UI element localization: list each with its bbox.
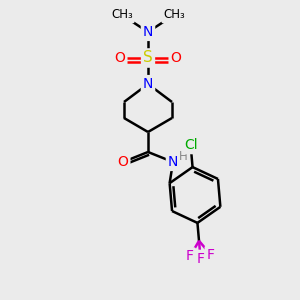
- Text: N: N: [168, 155, 178, 169]
- Text: O: O: [171, 51, 182, 65]
- Text: N: N: [143, 25, 153, 39]
- Text: Cl: Cl: [184, 138, 197, 152]
- Text: S: S: [143, 50, 153, 65]
- Text: CH₃: CH₃: [163, 8, 185, 22]
- Text: F: F: [207, 248, 214, 262]
- Text: O: O: [118, 155, 128, 169]
- Text: N: N: [143, 77, 153, 91]
- Text: F: F: [186, 249, 194, 263]
- Text: H: H: [178, 149, 188, 163]
- Text: F: F: [196, 252, 205, 266]
- Text: CH₃: CH₃: [111, 8, 133, 22]
- Text: O: O: [115, 51, 125, 65]
